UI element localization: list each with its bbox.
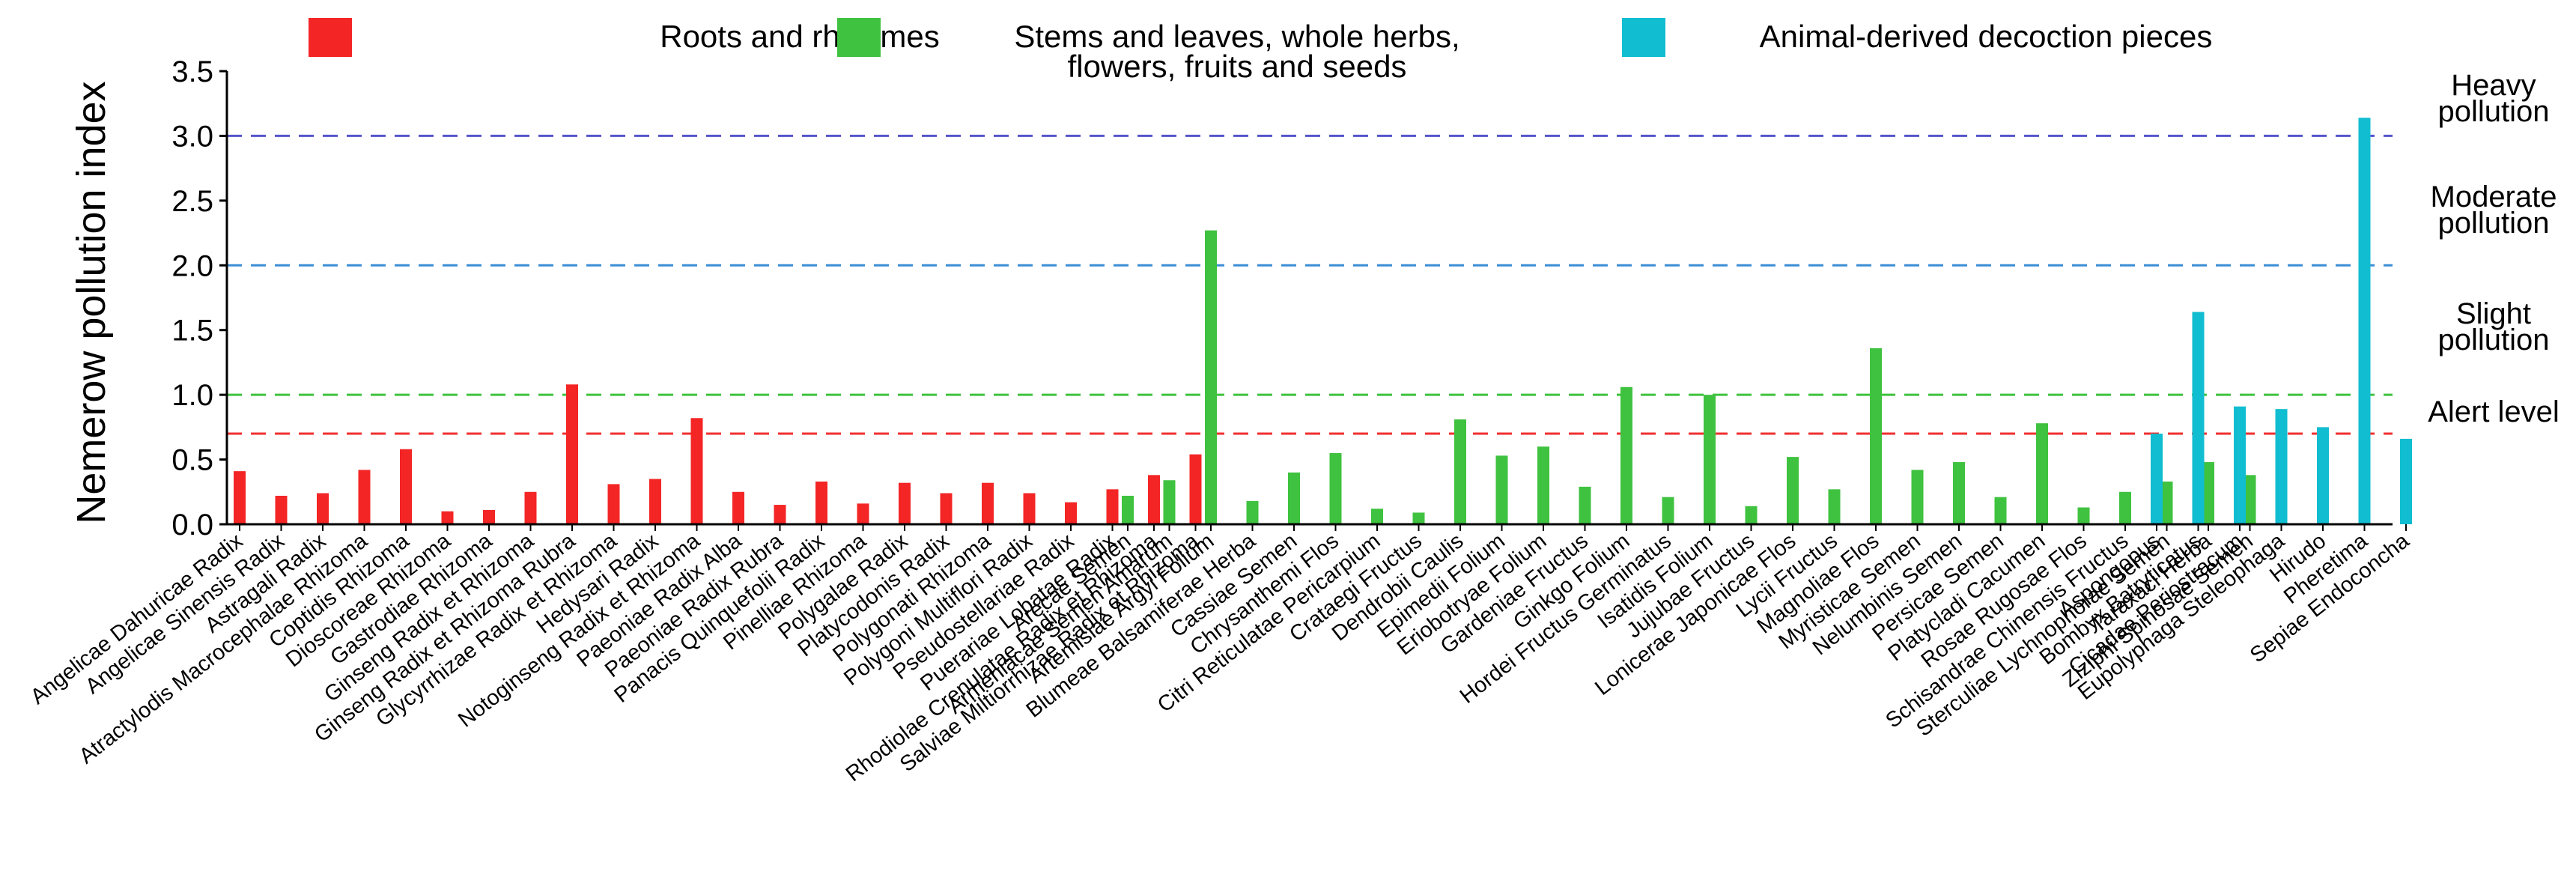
bar-0-15 <box>857 503 869 524</box>
bar-1-20 <box>1953 462 1965 524</box>
bar-0-8 <box>566 384 578 524</box>
bar-1-4 <box>1288 472 1300 524</box>
bar-0-17 <box>940 493 953 524</box>
bar-2-0 <box>2151 434 2163 524</box>
y-ticks: 0.0 0.5 1.0 1.5 2.0 2.5 3.0 3.5 <box>171 55 227 541</box>
bar-1-5 <box>1329 452 1342 524</box>
bar-1-9 <box>1495 455 1508 524</box>
bar-0-21 <box>1106 489 1119 524</box>
bar-0-18 <box>982 482 994 524</box>
bar-2-3 <box>2275 409 2288 524</box>
reference-label-2-1: pollution <box>2437 324 2549 356</box>
bar-0-10 <box>649 479 661 524</box>
legend: Roots and rhizomes Stems and leaves, who… <box>309 18 2212 84</box>
bar-1-15 <box>1745 506 1758 524</box>
bar-0-9 <box>607 484 620 524</box>
y-tick-label-3: 1.5 <box>171 315 213 348</box>
bar-1-21 <box>1994 497 2007 524</box>
legend-swatch-roots <box>309 18 352 57</box>
y-tick-label-7: 3.5 <box>171 55 213 88</box>
bar-0-1 <box>275 495 288 524</box>
reference-label-0-0: Heavy <box>2451 69 2536 102</box>
reference-label-2-0: Slight <box>2456 297 2531 330</box>
bar-1-11 <box>1579 486 1591 524</box>
bar-1-1 <box>1163 480 1176 524</box>
bar-1-6 <box>1371 509 1383 524</box>
legend-swatch-stems <box>837 18 881 57</box>
bar-1-18 <box>1870 348 1882 524</box>
bar-0-19 <box>1023 493 1036 524</box>
legend-label-animal: Animal-derived decoction pieces <box>1760 19 2213 54</box>
legend-label-stems-line2: flowers, fruits and seeds <box>1068 49 1407 84</box>
bar-2-6 <box>2400 438 2412 524</box>
bar-0-20 <box>1065 502 1077 524</box>
bar-0-4 <box>400 449 412 524</box>
reference-label-1-1: pollution <box>2437 207 2549 240</box>
bar-0-12 <box>732 491 744 524</box>
bar-1-8 <box>1454 419 1466 524</box>
y-tick-label-0: 0.0 <box>171 509 213 541</box>
bar-0-3 <box>358 470 371 524</box>
bars <box>234 118 2412 524</box>
bar-1-26 <box>2202 462 2214 524</box>
reference-label-3-0: Alert level <box>2428 395 2560 428</box>
bar-0-13 <box>774 505 786 524</box>
bar-1-22 <box>2036 423 2048 524</box>
reference-label-1-0: Moderate <box>2431 180 2557 213</box>
legend-swatch-animal <box>1622 18 1665 57</box>
bar-1-19 <box>1911 470 1924 524</box>
bar-0-11 <box>690 418 703 524</box>
bar-1-7 <box>1412 512 1425 524</box>
bar-0-6 <box>483 509 495 524</box>
bar-1-25 <box>2160 481 2173 524</box>
reference-lines: HeavypollutionModeratepollutionSlightpol… <box>227 69 2560 435</box>
legend-label-roots: Roots and rhizomes <box>660 19 940 54</box>
bar-1-10 <box>1537 446 1549 524</box>
bar-2-2 <box>2234 406 2246 524</box>
bar-1-2 <box>1205 230 1217 524</box>
bar-1-17 <box>1828 489 1841 524</box>
y-axis-label: Nemerow pollution index <box>69 81 114 524</box>
reference-label-0-1: pollution <box>2437 95 2549 128</box>
bar-1-16 <box>1787 457 1799 524</box>
axes <box>225 71 2407 531</box>
bar-1-13 <box>1662 497 1674 524</box>
bar-0-5 <box>441 511 454 524</box>
bar-0-16 <box>899 482 911 524</box>
bar-1-24 <box>2119 491 2131 524</box>
bar-0-0 <box>234 471 246 524</box>
bar-0-22 <box>1148 475 1160 524</box>
y-tick-label-1: 0.5 <box>171 444 213 477</box>
y-tick-label-2: 1.0 <box>171 379 213 412</box>
bar-1-0 <box>1122 495 1134 524</box>
bar-0-14 <box>815 481 827 524</box>
y-tick-label-5: 2.5 <box>171 185 213 218</box>
legend-label-stems-line1: Stems and leaves, whole herbs, <box>1014 19 1459 54</box>
bar-2-4 <box>2317 427 2329 524</box>
bar-2-1 <box>2192 312 2205 524</box>
bar-1-3 <box>1246 500 1259 524</box>
bar-2-5 <box>2358 118 2371 524</box>
y-tick-label-4: 2.0 <box>171 249 213 282</box>
bar-0-23 <box>1189 454 1202 524</box>
bar-1-12 <box>1620 386 1632 524</box>
bar-1-23 <box>2077 507 2090 524</box>
bar-0-2 <box>317 493 329 524</box>
bar-1-27 <box>2244 475 2256 524</box>
y-tick-label-6: 3.0 <box>171 120 213 153</box>
bar-0-7 <box>524 491 537 524</box>
bar-1-14 <box>1704 395 1716 524</box>
